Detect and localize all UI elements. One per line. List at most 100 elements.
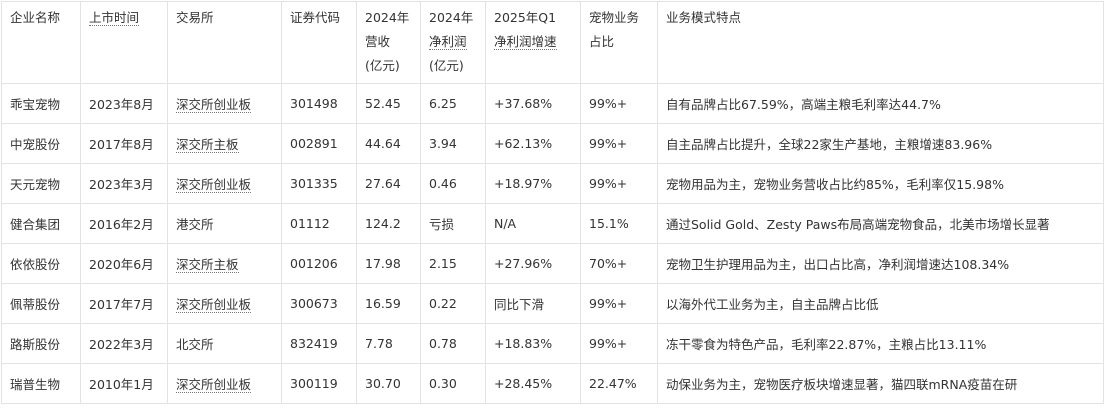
cell-code: 300119 — [281, 363, 357, 404]
cell-listing-date: 2023年8月 — [80, 83, 168, 124]
cell-q1-growth: 同比下滑 — [485, 283, 581, 324]
header-row: 企业名称 上市时间 交易所 证券代码 2024年 营收 (亿元) 2024年 净利润 (… — [1, 1, 1104, 84]
header-exchange: 交易所 — [167, 1, 282, 84]
cell-business-model: 以海外代工业务为主，自主品牌占比低 — [657, 283, 1104, 324]
header-text-line: 营收 — [365, 34, 391, 49]
header-net-profit: 2024年 净利润 (亿元) — [420, 1, 486, 84]
header-text-line: 企业名称 — [10, 10, 61, 25]
cell-business-model: 通过Solid Gold、Zesty Paws布局高端宠物食品，北美市场增长显著 — [657, 203, 1104, 244]
cell-net-profit: 亏损 — [420, 203, 486, 244]
cell-exchange: 深交所创业板 — [167, 363, 282, 404]
cell-pet-share: 99%+ — [580, 83, 658, 124]
cell-business-model: 动保业务为主，宠物医疗板块增速显著，猫四联mRNA疫苗在研 — [657, 363, 1104, 404]
exchange-link: 深交所主板 — [176, 257, 239, 273]
cell-code: 001206 — [281, 243, 357, 284]
cell-q1-growth: +27.96% — [485, 243, 581, 284]
cell-listing-date: 2016年2月 — [80, 203, 168, 244]
header-text-line: 证券代码 — [290, 10, 341, 25]
cell-company: 乖宝宠物 — [1, 83, 81, 124]
cell-q1-growth: N/A — [485, 203, 581, 244]
cell-listing-date: 2022年3月 — [80, 323, 168, 364]
cell-net-profit: 0.78 — [420, 323, 486, 364]
table-row: 路斯股份 2022年3月 北交所 832419 7.78 0.78 +18.83% 99%+ 冻… — [1, 323, 1104, 364]
header-business-model: 业务模式特点 — [657, 1, 1104, 84]
cell-revenue: 124.2 — [356, 203, 421, 244]
cell-revenue: 27.64 — [356, 163, 421, 204]
table-row: 瑞普生物 2010年1月 深交所创业板 300119 30.70 0.30 +28.45% 2… — [1, 363, 1104, 404]
cell-code: 301498 — [281, 83, 357, 124]
header-text-line: 净利润 — [429, 30, 477, 54]
exchange-link: 深交所创业板 — [176, 297, 252, 313]
cell-exchange: 北交所 — [167, 323, 282, 364]
cell-pet-share: 22.47% — [580, 363, 658, 404]
cell-company: 天元宠物 — [1, 163, 81, 204]
exchange-link: 深交所创业板 — [176, 177, 252, 193]
cell-company: 佩蒂股份 — [1, 283, 81, 324]
header-text-line: 2024年 — [429, 10, 474, 25]
cell-q1-growth: +37.68% — [485, 83, 581, 124]
header-text-line: 净利润增速 — [494, 30, 572, 54]
cell-revenue: 17.98 — [356, 243, 421, 284]
cell-company: 路斯股份 — [1, 323, 81, 364]
cell-net-profit: 6.25 — [420, 83, 486, 124]
table-body: 乖宝宠物 2023年8月 深交所创业板 301498 52.45 6.25 +37.68% 9… — [1, 83, 1104, 404]
header-text-line: 上市时间 — [89, 6, 159, 30]
cell-pet-share: 99%+ — [580, 163, 658, 204]
header-text-line: 宠物业务 — [589, 10, 640, 25]
table-row: 中宠股份 2017年8月 深交所主板 002891 44.64 3.94 +62.13% 99… — [1, 123, 1104, 164]
cell-pet-share: 70%+ — [580, 243, 658, 284]
cell-net-profit: 2.15 — [420, 243, 486, 284]
header-code: 证券代码 — [281, 1, 357, 84]
cell-business-model: 冻干零食为特色产品，毛利率22.87%，主粮占比13.11% — [657, 323, 1104, 364]
cell-revenue: 7.78 — [356, 323, 421, 364]
cell-company: 瑞普生物 — [1, 363, 81, 404]
header-q1-growth: 2025年Q1 净利润增速 — [485, 1, 581, 84]
cell-code: 832419 — [281, 323, 357, 364]
cell-listing-date: 2017年7月 — [80, 283, 168, 324]
cell-revenue: 16.59 — [356, 283, 421, 324]
header-pet-share: 宠物业务 占比 — [580, 1, 658, 84]
cell-pet-share: 99%+ — [580, 283, 658, 324]
cell-net-profit: 3.94 — [420, 123, 486, 164]
header-text-line: 交易所 — [176, 10, 214, 25]
cell-exchange: 深交所创业板 — [167, 283, 282, 324]
cell-exchange: 深交所创业板 — [167, 163, 282, 204]
cell-code: 300673 — [281, 283, 357, 324]
table-row: 天元宠物 2023年3月 深交所创业板 301335 27.64 0.46 +18.97% 9… — [1, 163, 1104, 204]
exchange-link: 深交所主板 — [176, 137, 239, 153]
cell-revenue: 44.64 — [356, 123, 421, 164]
cell-listing-date: 2020年6月 — [80, 243, 168, 284]
cell-q1-growth: +18.83% — [485, 323, 581, 364]
header-text-link: 上市时间 — [89, 10, 140, 26]
cell-code: 301335 — [281, 163, 357, 204]
header-text-line: 2025年Q1 — [494, 10, 557, 25]
cell-exchange: 港交所 — [167, 203, 282, 244]
cell-pet-share: 99%+ — [580, 323, 658, 364]
cell-listing-date: 2017年8月 — [80, 123, 168, 164]
cell-net-profit: 0.22 — [420, 283, 486, 324]
cell-code: 002891 — [281, 123, 357, 164]
cell-revenue: 30.70 — [356, 363, 421, 404]
cell-business-model: 宠物卫生护理用品为主，出口占比高，净利润增速达108.34% — [657, 243, 1104, 284]
table-row: 依依股份 2020年6月 深交所主板 001206 17.98 2.15 +27.96% 70… — [1, 243, 1104, 284]
cell-company: 依依股份 — [1, 243, 81, 284]
cell-q1-growth: +18.97% — [485, 163, 581, 204]
header-revenue: 2024年 营收 (亿元) — [356, 1, 421, 84]
cell-q1-growth: +62.13% — [485, 123, 581, 164]
cell-business-model: 自主品牌占比提升，全球22家生产基地，主粮增速83.96% — [657, 123, 1104, 164]
cell-revenue: 52.45 — [356, 83, 421, 124]
cell-business-model: 自有品牌占比67.59%，高端主粮毛利率达44.7% — [657, 83, 1104, 124]
cell-pet-share: 15.1% — [580, 203, 658, 244]
cell-business-model: 宠物用品为主，宠物业务营收占比约85%，毛利率仅15.98% — [657, 163, 1104, 204]
header-text-link: 净利润增速 — [494, 34, 557, 50]
cell-company: 健合集团 — [1, 203, 81, 244]
header-text-line: 2024年 — [365, 10, 410, 25]
cell-listing-date: 2023年3月 — [80, 163, 168, 204]
header-text-line: 业务模式特点 — [666, 10, 742, 25]
table-row: 佩蒂股份 2017年7月 深交所创业板 300673 16.59 0.22 同比下滑 99%+… — [1, 283, 1104, 324]
cell-company: 中宠股份 — [1, 123, 81, 164]
cell-net-profit: 0.30 — [420, 363, 486, 404]
cell-code: 01112 — [281, 203, 357, 244]
table-row: 健合集团 2016年2月 港交所 01112 124.2 亏损 N/A 15.1% 通过Soli… — [1, 203, 1104, 244]
